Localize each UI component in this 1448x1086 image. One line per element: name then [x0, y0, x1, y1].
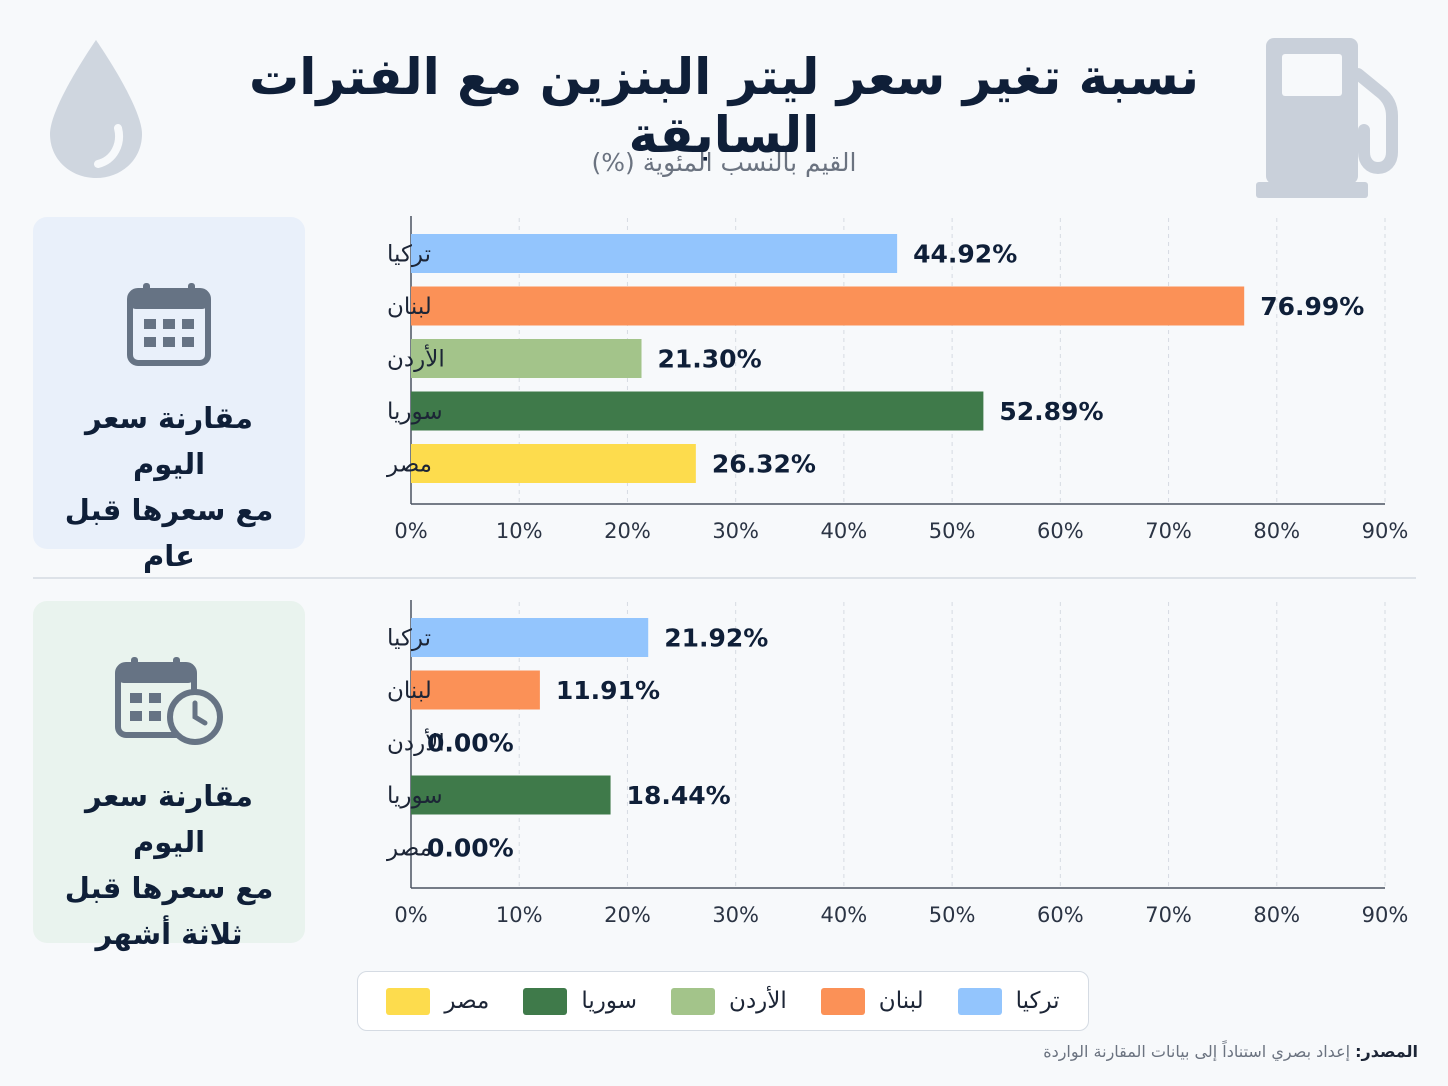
legend-label: مصر [444, 988, 490, 1014]
legend-swatch [386, 987, 431, 1015]
bar [411, 444, 696, 483]
x-tick-label: 40% [821, 903, 868, 927]
category-label: لبنان [387, 678, 432, 704]
x-tick-label: 60% [1037, 903, 1084, 927]
data-label: 44.92% [913, 240, 1017, 269]
legend-swatch [671, 987, 716, 1015]
bar-chart-year: 0% 10% 20% 30% 40% 50% 60% 70% 80% 90% تركيا 44.92%… [386, 216, 1409, 543]
legend-label: سوريا [581, 988, 638, 1014]
bar [411, 670, 540, 710]
chart-title: نسبة تغير سعر ليتر البنزين مع الفترات ال… [248, 48, 1200, 164]
data-label: 26.32% [712, 450, 816, 479]
legend-swatch [957, 987, 1002, 1015]
category-label: الأردن [387, 345, 445, 373]
x-tick-label: 10% [496, 903, 543, 927]
source-text: إعداد بصري استناداً إلى بيانات المقارنة … [1043, 1042, 1356, 1061]
panel-label-line: مقارنة سعر اليوم [85, 779, 253, 859]
x-tick-label: 70% [1145, 903, 1192, 927]
calendar-icon [127, 283, 211, 366]
category-label: لبنان [387, 294, 432, 320]
x-tick-label: 20% [604, 519, 651, 543]
chart-subtitle: القيم بالنسب المئوية (%) [591, 148, 857, 177]
category-label: مصر [386, 836, 432, 862]
legend-swatch [523, 987, 568, 1015]
x-tick-label: 20% [604, 903, 651, 927]
legend-item: سوريا [523, 987, 638, 1015]
category-label: سوريا [387, 783, 443, 809]
section-divider [33, 577, 1416, 579]
source-note: المصدر: إعداد بصري استناداً إلى بيانات ا… [900, 1042, 1418, 1061]
x-tick-label: 30% [712, 519, 759, 543]
category-label: الأردن [387, 729, 445, 757]
data-label: 52.89% [999, 397, 1103, 426]
bar [411, 286, 1245, 326]
data-label: 21.92% [664, 624, 768, 653]
data-label: 76.99% [1260, 292, 1364, 321]
legend-label: الأردن [729, 988, 787, 1014]
x-tick-label: 30% [712, 903, 759, 927]
bar [411, 339, 642, 378]
x-tick-label: 10% [496, 519, 543, 543]
panel-three-months-comparison: مقارنة سعر اليوم مع سعرها قبل ثلاثة أشهر [33, 601, 305, 951]
category-label: تركيا [387, 626, 431, 652]
fuel-pump-icon [1256, 38, 1398, 198]
legend-item: لبنان [820, 987, 924, 1015]
panel-label-line: مقارنة سعر اليوم [85, 401, 253, 481]
legend-item: الأردن [671, 987, 787, 1015]
panel-label-line: مع سعرها قبل عام [64, 493, 274, 573]
bar [411, 234, 898, 273]
calendar-clock-icon [115, 657, 223, 745]
data-label: 18.44% [627, 781, 731, 810]
panel-label-line: ثلاثة أشهر [95, 917, 243, 951]
legend-item: مصر [386, 987, 490, 1015]
bar [411, 391, 984, 431]
bar [411, 618, 649, 657]
category-label: سوريا [387, 399, 443, 425]
x-tick-label: 50% [929, 903, 976, 927]
x-tick-label: 90% [1362, 903, 1409, 927]
x-tick-label: 50% [929, 519, 976, 543]
legend-swatch [820, 987, 865, 1015]
x-tick-label: 80% [1253, 519, 1300, 543]
bar-chart-three-months: 0% 10% 20% 30% 40% 50% 60% 70% 80% 90% تركيا 21.92%… [386, 600, 1409, 927]
x-tick-label: 0% [394, 519, 427, 543]
legend: تركيا لبنان الأردن سوريا مصر [357, 971, 1089, 1031]
x-tick-label: 40% [821, 519, 868, 543]
data-label: 11.91% [556, 676, 660, 705]
x-tick-label: 80% [1253, 903, 1300, 927]
water-drop-icon [50, 40, 142, 178]
x-tick-label: 0% [394, 903, 427, 927]
panel-label-line: مع سعرها قبل [64, 871, 274, 905]
panel-year-comparison: مقارنة سعر اليوم مع سعرها قبل عام [33, 217, 305, 573]
category-label: تركيا [387, 242, 431, 268]
x-tick-label: 90% [1362, 519, 1409, 543]
data-label: 0.00% [427, 834, 514, 863]
category-label: مصر [386, 452, 432, 478]
legend-label: تركيا [1015, 988, 1060, 1014]
bar [411, 775, 611, 815]
source-key: المصدر: [1355, 1042, 1418, 1061]
data-label: 0.00% [427, 729, 514, 758]
legend-label: لبنان [878, 988, 924, 1014]
legend-item: تركيا [957, 987, 1060, 1015]
data-label: 21.30% [658, 345, 762, 374]
x-tick-label: 70% [1145, 519, 1192, 543]
x-tick-label: 60% [1037, 519, 1084, 543]
